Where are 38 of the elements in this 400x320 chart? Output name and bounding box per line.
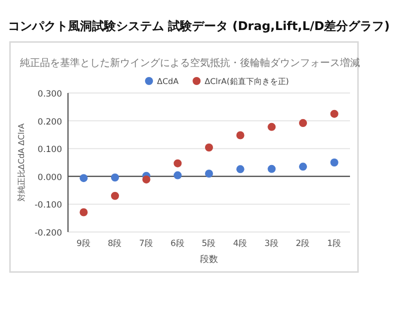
y-tick-label: -0.100 bbox=[34, 200, 62, 211]
point bbox=[80, 174, 88, 182]
x-tick-label: 6段 bbox=[170, 238, 185, 249]
point bbox=[330, 158, 338, 166]
y-tick-label: 0.100 bbox=[38, 145, 62, 156]
point bbox=[111, 192, 119, 200]
y-tick-label: 0.200 bbox=[38, 117, 62, 128]
point bbox=[174, 171, 182, 180]
point bbox=[330, 110, 338, 118]
point bbox=[299, 162, 307, 171]
y-tick-label: 0.000 bbox=[38, 172, 62, 183]
x-tick-label: 4段 bbox=[233, 238, 248, 249]
chart-title: コンパクト風洞試験システム 試験データ (Drag,Lift,L/D差分グラフ) bbox=[8, 19, 390, 33]
x-tick-label: 7段 bbox=[139, 238, 154, 249]
point bbox=[268, 122, 276, 131]
legend-label: ΔCdA bbox=[157, 77, 180, 86]
x-tick-label: 8段 bbox=[108, 238, 122, 249]
x-tick-label: 2段 bbox=[296, 238, 310, 249]
y-tick-label: -0.200 bbox=[34, 228, 62, 238]
x-axis-title: 段数 bbox=[200, 254, 218, 265]
x-tick-label: 3段 bbox=[264, 238, 279, 249]
chart-subtitle: 純正品を基準とした新ウイングによる空気抵抗・後輪軸ダウンフォース増減 bbox=[20, 57, 360, 69]
point bbox=[111, 174, 119, 182]
point bbox=[236, 131, 244, 140]
point bbox=[174, 159, 182, 168]
y-tick-label: 0.300 bbox=[38, 90, 62, 100]
point bbox=[268, 164, 276, 173]
point bbox=[205, 170, 213, 178]
y-axis-title: 対純正比ΔCdA ΔClrA bbox=[17, 122, 26, 202]
x-tick-label: 1段 bbox=[327, 238, 342, 249]
point bbox=[299, 119, 307, 128]
point bbox=[236, 165, 244, 174]
legend-label: ΔClrA(鉛直下向きを正) bbox=[204, 77, 289, 86]
x-tick-label: 9段 bbox=[76, 238, 91, 249]
x-tick-label: 5段 bbox=[202, 238, 216, 249]
point bbox=[80, 208, 88, 216]
point bbox=[205, 143, 213, 152]
point bbox=[142, 175, 150, 184]
